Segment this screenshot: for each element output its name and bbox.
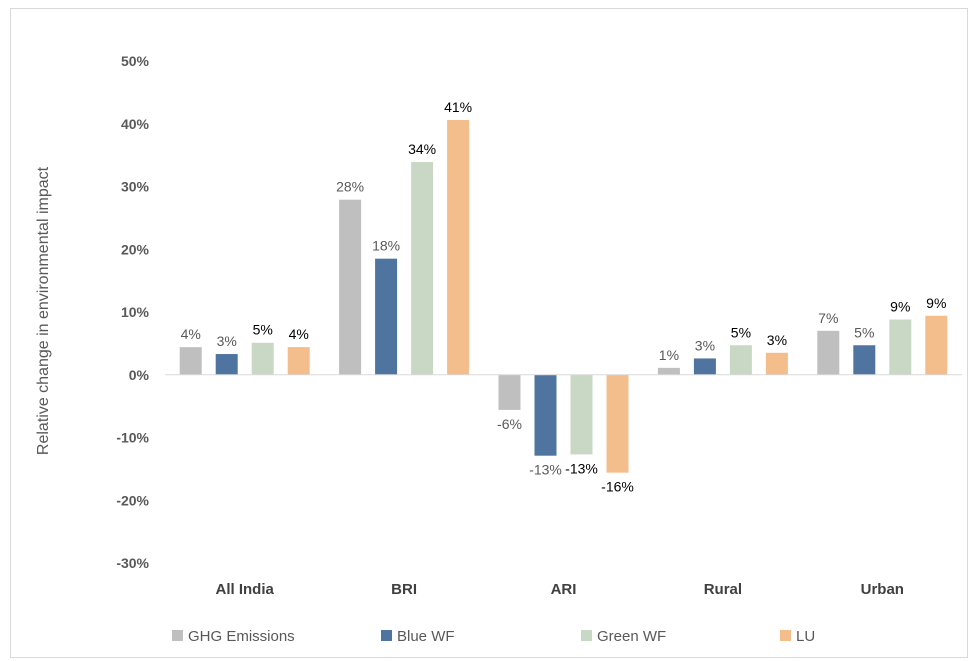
bar: [925, 315, 948, 375]
y-axis-title: Relative change in environmental impact: [35, 166, 52, 455]
data-label: 18%: [372, 238, 400, 254]
category-label: All India: [216, 581, 275, 598]
bar: [889, 319, 912, 375]
data-label: 9%: [926, 295, 946, 311]
bar: [570, 374, 593, 455]
data-label: 5%: [731, 324, 751, 340]
y-tick-label: 50%: [121, 53, 150, 69]
y-tick-label: 40%: [121, 116, 150, 132]
data-label: -6%: [497, 416, 522, 432]
y-tick-label: 20%: [121, 241, 150, 257]
legend-label: Blue WF: [397, 628, 455, 645]
y-tick-label: 30%: [121, 179, 150, 195]
data-label: 34%: [408, 141, 436, 157]
data-label: -13%: [529, 462, 562, 478]
bar: [534, 374, 557, 456]
data-label: 3%: [217, 333, 237, 349]
bar: [498, 374, 521, 410]
legend-label: Green WF: [597, 628, 666, 645]
y-tick-label: -10%: [116, 430, 149, 446]
data-label: 28%: [336, 179, 364, 195]
bar: [375, 258, 398, 375]
data-label: 5%: [854, 324, 874, 340]
category-label: Urban: [861, 581, 904, 598]
bar: [729, 345, 752, 375]
y-tick-label: 10%: [121, 304, 150, 320]
legend-swatch: [381, 630, 392, 641]
category-label: ARI: [551, 581, 577, 598]
bars: [179, 119, 948, 473]
data-label: -13%: [565, 460, 598, 476]
legend-label: LU: [796, 628, 815, 645]
bar: [251, 342, 274, 375]
legend-swatch: [780, 630, 791, 641]
bar: [765, 352, 788, 375]
bar: [179, 347, 202, 375]
y-axis-title-group: Relative change in environmental impact: [35, 166, 52, 455]
data-label: 5%: [253, 322, 273, 338]
legend-swatch: [581, 630, 592, 641]
data-label: -16%: [601, 479, 634, 495]
bar: [287, 347, 310, 375]
data-label: 7%: [818, 310, 838, 326]
y-tick-label: -20%: [116, 492, 149, 508]
data-label: 41%: [444, 99, 472, 115]
data-label: 3%: [695, 337, 715, 353]
bar: [411, 162, 434, 375]
chart-frame: [10, 8, 968, 658]
data-label: 1%: [659, 347, 679, 363]
y-tick-label: 0%: [129, 367, 150, 383]
category-label: Rural: [704, 581, 742, 598]
data-label: 4%: [181, 326, 201, 342]
bar: [693, 358, 716, 375]
legend: GHG Emissions Blue WF Green WF LU: [172, 628, 815, 645]
data-labels: 4% 3%5% 4%28%18%34%41%-6%-13% -13%-16%1%3%5…: [181, 99, 947, 495]
y-tick-label: -30%: [116, 555, 149, 571]
bar: [817, 330, 840, 375]
bar: [657, 367, 680, 375]
bar: [447, 119, 470, 375]
bar: [339, 199, 362, 375]
y-tick-labels: 50% 40% 30% 20% 10% 0% -10% -20% -30%: [116, 53, 149, 571]
category-label: BRI: [391, 581, 417, 598]
legend-swatch: [172, 630, 183, 641]
data-label: 3%: [767, 332, 787, 348]
bar: [215, 354, 238, 375]
category-labels: All India BRI ARI Rural Urban: [216, 581, 904, 598]
legend-label: GHG Emissions: [188, 628, 295, 645]
data-label: 4%: [289, 326, 309, 342]
bar: [606, 374, 629, 473]
data-label: 9%: [890, 299, 910, 315]
bar: [853, 345, 876, 375]
